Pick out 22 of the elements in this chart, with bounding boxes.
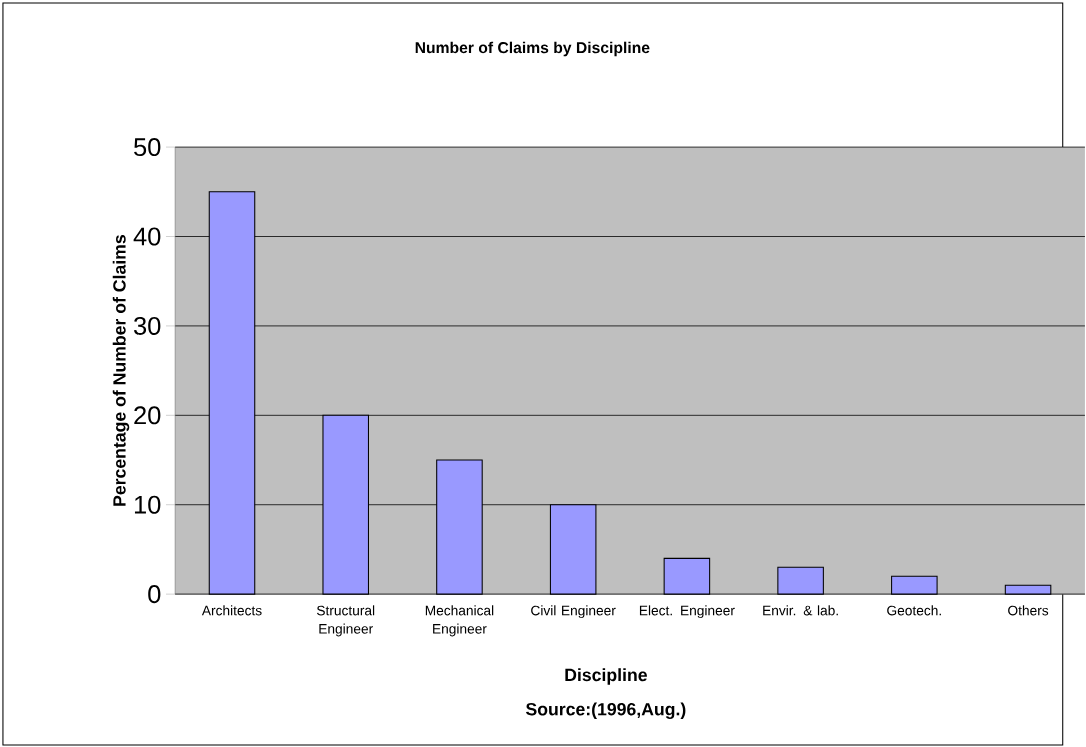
bar — [891, 575, 938, 595]
y-tick-label: 20 — [134, 406, 161, 425]
bar — [777, 566, 824, 595]
x-tick-label: Others — [1008, 605, 1049, 616]
x-tick-label: Geotech. — [887, 605, 941, 616]
x-tick-label: Envir. & lab. — [763, 605, 838, 616]
x-tick-label: Mechanical Engineer — [425, 605, 494, 637]
x-tick-label: Structural Engineer — [316, 605, 375, 637]
x-tick-label: Architects — [201, 605, 262, 616]
x-axis-title: Discipline — [565, 668, 647, 685]
bar — [1004, 584, 1052, 595]
y-tick-label: 30 — [133, 316, 161, 335]
y-axis-title: Percentage of Number of Claims — [112, 235, 130, 506]
x-tick-label: Elect. Engineer — [639, 605, 735, 619]
x-tick-label: Civil Engineer — [531, 605, 616, 619]
bar — [663, 557, 711, 595]
y-tick-label: 50 — [134, 138, 161, 157]
y-tick-label: 10 — [134, 495, 161, 514]
y-tick-label: 0 — [148, 585, 161, 604]
y-tick-label: 40 — [133, 227, 161, 246]
source-note: Source:(1996,Aug.) — [525, 702, 686, 719]
chart-title: Number of Claims by Discipline — [415, 41, 650, 57]
